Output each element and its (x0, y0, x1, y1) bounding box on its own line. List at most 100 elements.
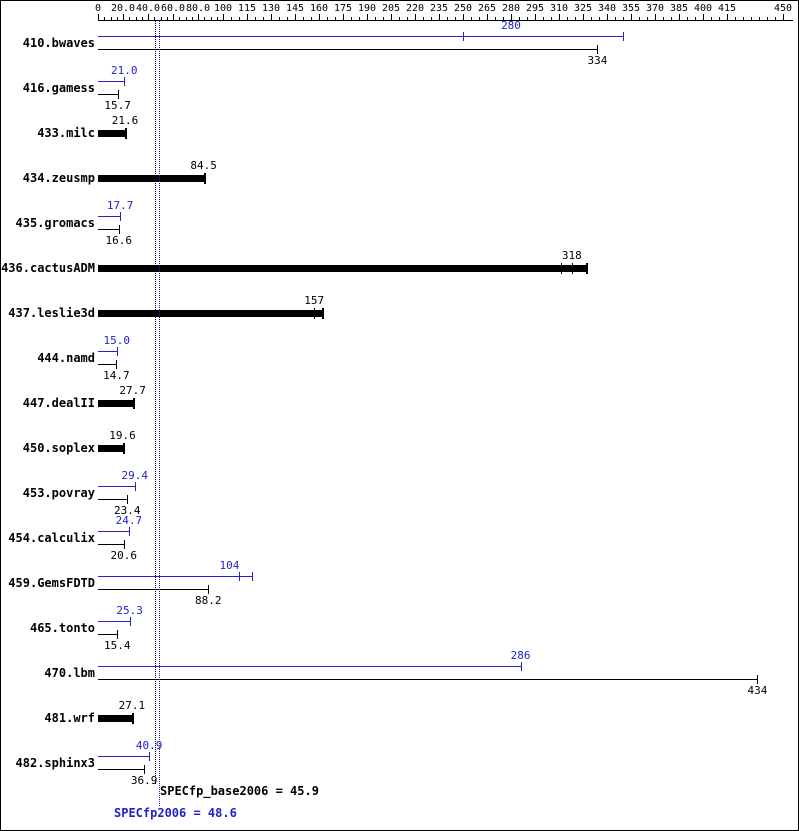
base-value-label: 434 (747, 684, 768, 697)
base-bar-end-cap (116, 360, 118, 369)
peak-bar-end-cap (120, 212, 122, 221)
base-value-label: 15.7 (104, 99, 131, 112)
peak-bar (98, 81, 125, 82)
axis-tick-label: 415 (717, 3, 737, 14)
axis-minor-tick (231, 17, 232, 20)
axis-major-tick (439, 14, 440, 20)
axis-minor-tick (383, 17, 384, 20)
axis-minor-tick (615, 17, 616, 20)
axis-minor-tick (503, 17, 504, 20)
benchmark-label: 470.lbm (44, 666, 95, 680)
benchmark-label: 459.GemsFDTD (8, 576, 95, 590)
axis-minor-tick (239, 17, 240, 20)
base-bar-end-cap (757, 675, 759, 684)
base-bar-end-cap (117, 90, 119, 99)
axis-major-tick (343, 14, 344, 20)
benchmark-label: 465.tonto (29, 621, 95, 635)
axis-minor-tick (160, 17, 162, 20)
peak-bar-end-cap (520, 662, 522, 671)
benchmark-label: 416.gamess (22, 81, 95, 95)
base-value-label: 21.6 (111, 114, 139, 127)
axis-minor-tick (591, 17, 592, 20)
axis-tick-label: 295 (525, 3, 545, 14)
base-bar (98, 634, 118, 635)
axis-tick-label: 160 (309, 3, 329, 14)
axis-minor-tick (671, 17, 672, 20)
axis-tick-label: 205 (381, 3, 401, 14)
peak-bar-end-cap (129, 617, 131, 626)
base-value-label: 157 (304, 294, 325, 307)
base-run-tick (571, 263, 573, 274)
axis-tick-label: 325 (573, 3, 593, 14)
base-bar-thick (98, 715, 132, 722)
axis-major-tick (123, 14, 124, 20)
axis-minor-tick (303, 17, 304, 20)
axis-minor-tick (599, 17, 600, 20)
axis-minor-tick (575, 17, 576, 20)
axis-major-tick (271, 14, 272, 20)
peak-run-tick (239, 572, 240, 581)
base-bar-end-cap (118, 225, 120, 234)
base-run-tick (560, 263, 562, 274)
base-bar (98, 589, 209, 590)
axis-tick-label: 250 (453, 3, 473, 14)
axis-minor-tick (399, 17, 400, 20)
axis-major-tick (247, 14, 248, 20)
axis-major-tick (535, 14, 536, 20)
base-bar-end-cap (322, 308, 325, 319)
axis-minor-tick (141, 17, 143, 20)
axis-minor-tick (663, 17, 664, 20)
base-run-tick (586, 263, 588, 274)
axis-major-tick (583, 14, 584, 20)
axis-minor-tick (116, 17, 118, 20)
base-value-label: 14.7 (103, 369, 130, 382)
base-bar (98, 679, 758, 680)
peak-bar-end-cap (124, 77, 126, 86)
axis-minor-tick (767, 17, 768, 20)
base-bar (98, 94, 118, 95)
peak-bar-end-cap (116, 347, 118, 356)
axis-minor-tick (287, 17, 288, 20)
peak-bar-end-cap (623, 32, 624, 41)
axis-minor-tick (135, 17, 137, 20)
axis-minor-tick (263, 17, 264, 20)
base-bar (98, 364, 117, 365)
axis-minor-tick (719, 17, 720, 20)
peak-bar-end-cap (134, 482, 136, 491)
summary-base-text: SPECfp_base2006 = 45.9 (160, 784, 319, 798)
x-axis-line (98, 20, 793, 21)
axis-major-tick (511, 14, 512, 20)
base-value-label: 88.2 (195, 594, 222, 607)
axis-tick-label: 100 (213, 3, 233, 14)
base-value-label: 19.6 (109, 429, 136, 442)
axis-minor-tick (255, 17, 256, 20)
base-bar (98, 769, 145, 770)
axis-tick-label: 80.0 (185, 3, 211, 14)
base-bar (98, 544, 124, 545)
axis-minor-tick (447, 17, 448, 20)
peak-run-tick (463, 32, 464, 41)
benchmark-label: 482.sphinx3 (15, 756, 95, 770)
base-bar-end-cap (125, 128, 127, 139)
base-bar-end-cap (203, 173, 206, 184)
base-bar-end-cap (117, 630, 119, 639)
axis-tick-label: 130 (261, 3, 281, 14)
base-bar-thick (98, 130, 125, 137)
peak-bar-end-cap (149, 752, 151, 761)
axis-tick-label: 450 (773, 3, 793, 14)
axis-minor-tick (359, 17, 360, 20)
axis-minor-tick (179, 17, 181, 20)
axis-minor-tick (543, 17, 544, 20)
base-bar-end-cap (127, 495, 129, 504)
axis-major-tick (631, 14, 632, 20)
axis-tick-label: 310 (549, 3, 569, 14)
peak-bar (98, 36, 623, 37)
axis-major-tick (223, 14, 224, 20)
mean-line-peak (158, 20, 160, 806)
base-bar (98, 49, 598, 50)
axis-minor-tick (407, 17, 408, 20)
peak-value-label: 280 (501, 19, 521, 32)
base-bar-end-cap (586, 263, 589, 274)
peak-value-label: 15.0 (103, 334, 131, 347)
axis-minor-tick (351, 17, 352, 20)
